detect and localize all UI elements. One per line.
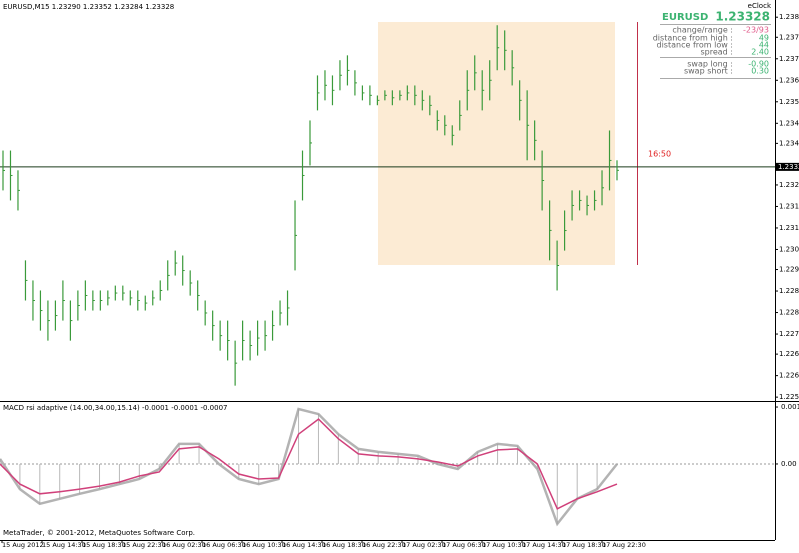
x-tick-label: 16 Aug 18:30	[322, 541, 366, 549]
eclock-label: spread :	[701, 48, 734, 57]
eclock-value: 44	[759, 41, 769, 50]
eclock-title: eClock	[748, 2, 772, 10]
current-price-box	[776, 162, 799, 171]
eclock-value: 49	[759, 34, 769, 43]
y-tick-label: 1.22820	[779, 309, 799, 317]
x-tick-label: 16 Aug 02:30	[162, 541, 206, 549]
y-tick-label: 1.23040	[779, 245, 799, 253]
indicator-tick-label: 0.00	[781, 460, 797, 468]
y-tick-label: 1.22895	[779, 287, 799, 295]
eclock-value: -0.90	[748, 60, 769, 69]
time-marker-label: 16:50	[648, 150, 671, 159]
indicator-tick-label: 0.0017	[781, 403, 799, 411]
y-tick-label: 1.22675	[779, 350, 799, 358]
x-tick-label: 17 Aug 02:30	[402, 541, 446, 549]
eclock-label: swap long :	[687, 60, 733, 69]
footer: MetaTrader, © 2001-2012, MetaQuotes Soft…	[3, 529, 195, 537]
eclock-symbol: EURUSD	[662, 12, 708, 23]
y-tick-label: 1.23265	[779, 181, 799, 189]
eclock-label: change/range :	[672, 26, 733, 35]
x-tick-label: 16 Aug 22:30	[362, 541, 406, 549]
y-tick-label: 1.23850	[779, 13, 799, 21]
x-tick-label: 16 Aug 06:30	[202, 541, 246, 549]
eclock-panel: eClock EURUSD 1.23328 change/range : -23/…	[653, 2, 772, 79]
eclock-label: distance from low :	[657, 41, 734, 50]
current-price-label: 1.23328	[778, 163, 799, 171]
eclock-price: 1.23328	[715, 10, 770, 24]
x-tick-label: 17 Aug 10:30	[482, 541, 526, 549]
session-highlight	[378, 22, 615, 265]
y-tick-label: 1.22970	[779, 266, 799, 274]
x-tick-label: 17 Aug 06:30	[442, 541, 486, 549]
x-tick-label: 17 Aug 22:30	[602, 541, 646, 549]
y-tick-label: 1.22525	[779, 393, 799, 401]
x-tick-label: 17 Aug 18:30	[562, 541, 606, 549]
chart-title: EURUSD,M15 1.23290 1.23352 1.23284 1.233…	[3, 3, 174, 11]
x-tick-label: 16 Aug 14:30	[282, 541, 326, 549]
indicator-title: MACD rsi adaptive (14.00,34.00,15.14) -0…	[3, 404, 228, 412]
eclock-value: 2.40	[751, 48, 769, 57]
y-tick-label: 1.23115	[779, 224, 799, 232]
x-tick-label: 15 Aug 22:30	[122, 541, 166, 549]
y-tick-label: 1.22745	[779, 330, 799, 338]
signal-line	[0, 418, 618, 510]
eclock-value: 0.30	[751, 67, 769, 76]
y-tick-label: 1.23780	[779, 33, 799, 41]
macd-line	[0, 407, 618, 527]
y-tick-label: 1.23555	[779, 98, 799, 106]
eclock-label: distance from high :	[653, 34, 733, 43]
y-tick-label: 1.23480	[779, 119, 799, 127]
y-tick-label: 1.23705	[779, 55, 799, 63]
y-tick-label: 1.23630	[779, 76, 799, 84]
x-tick-label: 16 Aug 10:30	[242, 541, 286, 549]
x-tick-label: 17 Aug 14:30	[522, 541, 566, 549]
y-tick-label: 1.23190	[779, 202, 799, 210]
eclock-value: -23/93	[743, 26, 769, 35]
x-tick-label: 15 Aug 18:30	[82, 541, 126, 549]
x-tick-label: 15 Aug 2012	[2, 541, 44, 549]
x-tick-label: 15 Aug 14:30	[42, 541, 86, 549]
y-tick-label: 1.23410	[779, 139, 799, 147]
eclock-label: swap short :	[684, 67, 733, 76]
y-tick-label: 1.22600	[779, 372, 799, 380]
